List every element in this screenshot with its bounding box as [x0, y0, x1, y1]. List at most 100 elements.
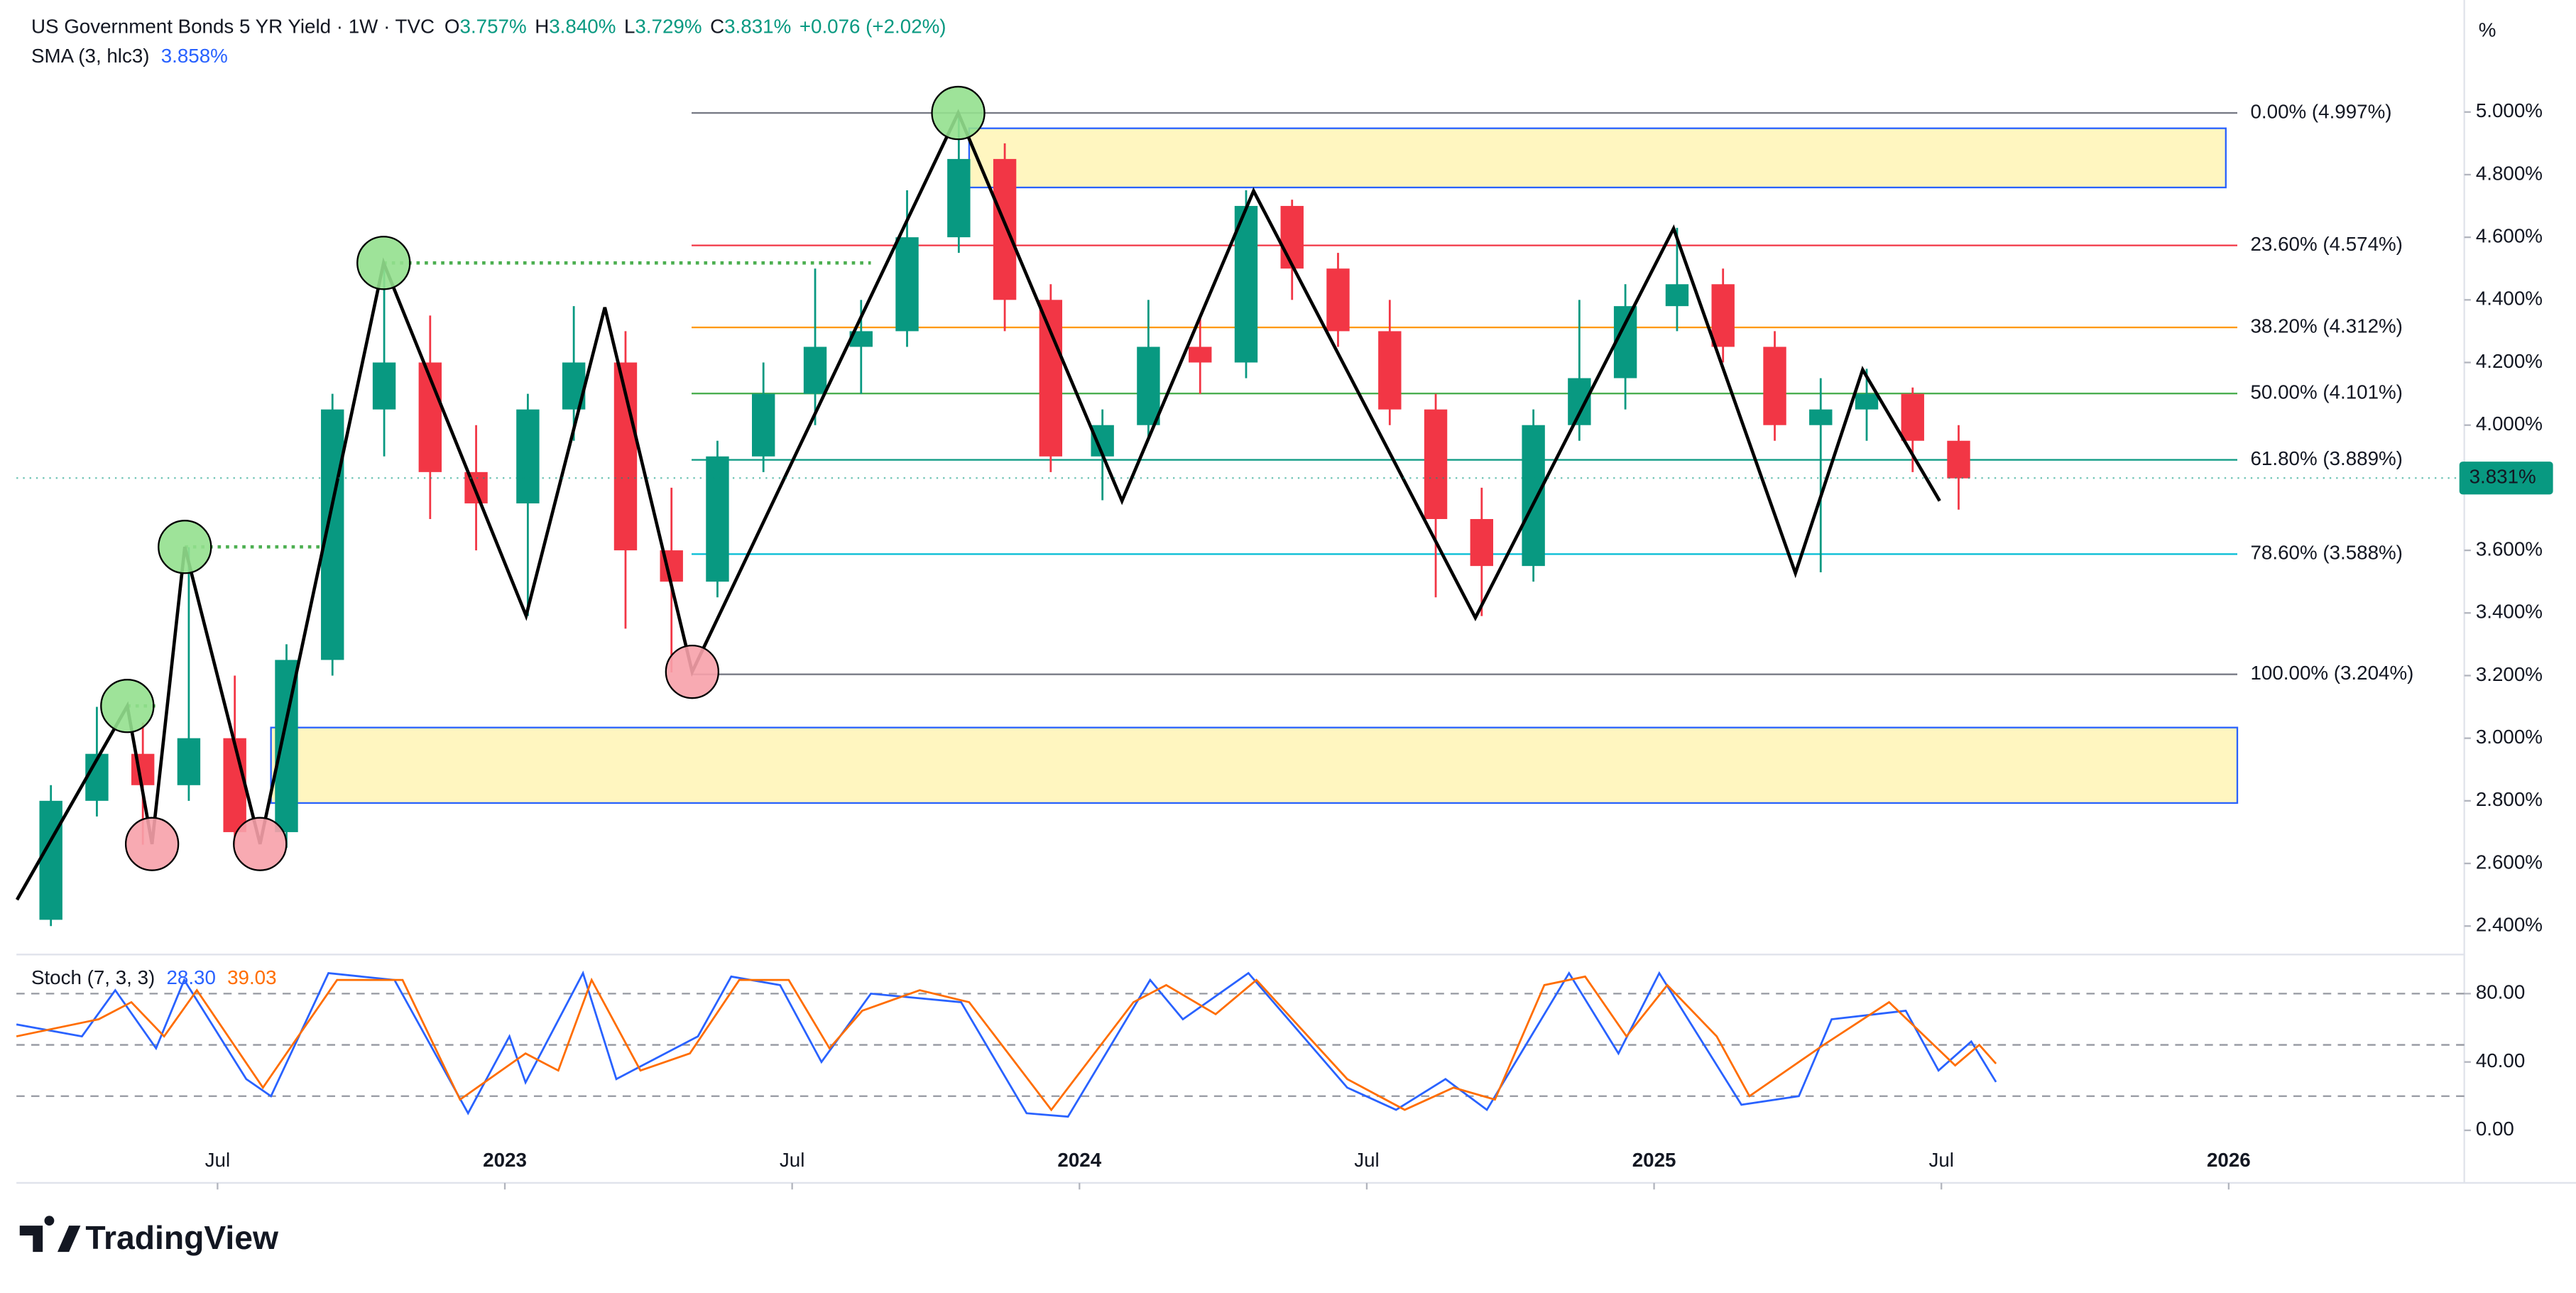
stoch-value: 39.03: [227, 966, 276, 988]
candle-body: [947, 158, 971, 238]
last-price-box: [2459, 462, 2553, 495]
ohlc-key: O: [444, 16, 460, 38]
candle-body: [1189, 347, 1212, 363]
header: US Government Bonds 5 YR Yield · 1W · TV…: [31, 16, 946, 38]
candle-body: [1280, 206, 1304, 269]
candle-body: [223, 738, 246, 832]
y-tick-label: 40.00: [2476, 1049, 2525, 1071]
pivot-circle: [158, 520, 212, 574]
candle-body: [1326, 268, 1350, 332]
y-tick-label: 4.000%: [2476, 413, 2543, 435]
candle-body: [1378, 331, 1402, 410]
y-tick-label: 0.00: [2476, 1118, 2514, 1140]
ohlc-value: 3.757%: [460, 16, 527, 38]
candle-body: [177, 738, 201, 785]
pivot-circle: [124, 817, 180, 871]
indicator-value: 3.858%: [161, 45, 228, 67]
pivot-circle: [100, 679, 155, 733]
ohlc-value: 3.729%: [635, 16, 702, 38]
candle-body: [131, 753, 155, 785]
logo-text: TradingView: [85, 1219, 279, 1256]
x-tick-label: Jul: [1354, 1149, 1379, 1171]
ohlc-key: H: [535, 16, 549, 38]
fib-label: 78.60% (3.588%): [2251, 542, 2403, 564]
candle-body: [1613, 306, 1637, 378]
candle-body: [39, 800, 62, 920]
indicator-legend: SMA (3, hlc3) 3.858%: [31, 45, 228, 67]
pivot-circle: [931, 85, 986, 141]
fib-label: 100.00% (3.204%): [2251, 662, 2414, 684]
ohlc-value: 3.840%: [549, 16, 616, 38]
y-tick-label: 4.800%: [2476, 162, 2543, 184]
x-tick-label: 2023: [483, 1149, 527, 1171]
zone: [270, 726, 2239, 804]
ohlc-key: L: [624, 16, 635, 38]
y-tick-label: 3.200%: [2476, 663, 2543, 685]
stoch-line: [16, 970, 1997, 1118]
zone: [968, 127, 2227, 189]
candle-body: [1470, 518, 1493, 567]
candle-body: [516, 409, 540, 503]
candle-body: [1568, 378, 1591, 425]
x-tick-label: Jul: [1928, 1149, 1953, 1171]
candle-body: [803, 347, 827, 394]
marks: 2.400% 2.600% 2.800% 3.000% 3.200% 3.400% 3.60…: [15, 85, 2553, 1190]
candle-body: [1901, 393, 1924, 441]
pivot-circle: [356, 236, 411, 290]
x-tick-label: 2024: [1057, 1149, 1101, 1171]
ohlc-value: 3.831%: [724, 16, 791, 38]
y-tick-label: 3.400%: [2476, 601, 2543, 623]
symbol-title: US Government Bonds 5 YR Yield · 1W · TV…: [31, 16, 435, 38]
x-tick-label: 2026: [2207, 1149, 2251, 1171]
y-tick-label: 4.400%: [2476, 288, 2543, 310]
candle-body: [1522, 425, 1545, 567]
y-tick-label: 2.800%: [2476, 788, 2543, 810]
candle-body: [1424, 409, 1448, 519]
candle-body: [849, 331, 873, 347]
x-tick-label: 2025: [1632, 1149, 1676, 1171]
tradingview-logo: TradingView: [19, 1216, 279, 1256]
candle-body: [752, 393, 775, 457]
y-tick-label: 4.600%: [2476, 224, 2543, 246]
candle-body: [1855, 393, 1879, 410]
unit-button[interactable]: %: [2479, 18, 2496, 40]
y-tick-label: 2.400%: [2476, 914, 2543, 936]
y-tick-label: 3.000%: [2476, 726, 2543, 748]
candle-body: [1137, 347, 1160, 425]
logo-mark: [19, 1216, 81, 1253]
y-tick-label: 2.600%: [2476, 851, 2543, 873]
indicator-name: SMA (3, hlc3): [31, 45, 150, 67]
y-tick-label: 5.000%: [2476, 99, 2543, 121]
stoch-legend: Stoch (7, 3, 3) 28.30 39.03: [31, 966, 277, 988]
stoch-title: Stoch (7, 3, 3): [31, 966, 155, 988]
candle-body: [993, 158, 1017, 300]
stoch-line: [16, 975, 1997, 1112]
last-price-label: 3.831%: [2469, 466, 2536, 488]
y-tick-label: 4.200%: [2476, 350, 2543, 372]
candle-body: [1763, 347, 1786, 425]
candle-body: [1665, 284, 1689, 307]
pivot-circle: [665, 644, 720, 699]
candle-body: [1809, 409, 1833, 425]
ohlc-key: C: [710, 16, 724, 38]
x-tick-label: Jul: [205, 1149, 230, 1171]
change: +0.076 (+2.02%): [799, 16, 946, 38]
candle-body: [706, 456, 729, 582]
pivot-circle: [233, 817, 288, 871]
fib-label: 61.80% (3.889%): [2251, 447, 2403, 469]
y-tick-label: 3.600%: [2476, 538, 2543, 560]
candle-body: [1711, 284, 1735, 347]
y-tick-label: 80.00: [2476, 981, 2525, 1003]
candle-body: [1234, 206, 1258, 363]
x-tick-label: Jul: [780, 1149, 804, 1171]
candle-body: [1947, 440, 1970, 479]
fib-label: 50.00% (4.101%): [2251, 381, 2403, 403]
stoch-value: 28.30: [166, 966, 215, 988]
candle-body: [1039, 300, 1063, 457]
candle-body: [895, 237, 919, 332]
fib-label: 0.00% (4.997%): [2251, 100, 2392, 122]
fib-label: 38.20% (4.312%): [2251, 315, 2403, 337]
